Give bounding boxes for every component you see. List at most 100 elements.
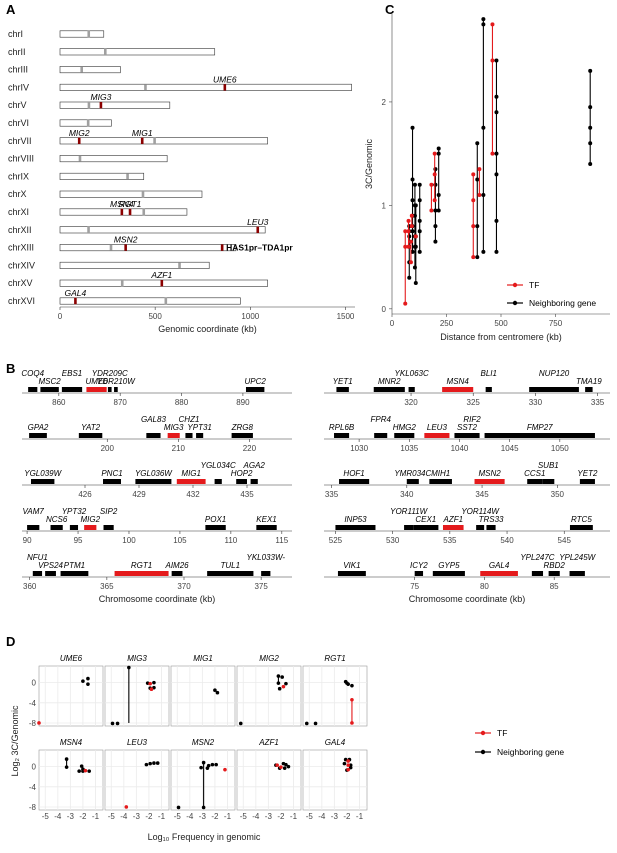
gene-label: NFU1 — [27, 553, 48, 562]
x-tick-label: -4 — [252, 812, 260, 821]
neighbor-point — [199, 765, 203, 770]
x-tick-label: -2 — [277, 812, 285, 821]
facet-panel — [104, 749, 170, 811]
x-tick-label: -3 — [331, 812, 339, 821]
gene-block — [107, 387, 112, 392]
track-tick-label: 435 — [240, 490, 254, 499]
gene-label: HOP2 — [231, 469, 253, 478]
neighbor-point — [277, 686, 282, 691]
neighbor-point — [410, 125, 415, 130]
x-axis-title: Log₁₀ Frequency in genomic — [148, 832, 261, 842]
chromosome-bar — [59, 226, 266, 234]
gene-block — [231, 433, 253, 438]
track-tick-label: 530 — [386, 536, 400, 545]
track-tick-label: 1030 — [350, 444, 368, 453]
gene-block — [374, 433, 388, 438]
track-tick-label: 1045 — [501, 444, 519, 453]
track-tick-label: 95 — [74, 536, 83, 545]
x-axis-title: Genomic coordinate (kb) — [158, 324, 257, 334]
legend-neighbor-point — [480, 749, 486, 755]
track-tick-label: 535 — [443, 536, 457, 545]
neighbor-point — [346, 682, 350, 686]
chromosome-bar — [59, 155, 168, 163]
neighbor-point — [481, 22, 486, 27]
gene-block — [31, 479, 55, 484]
track-tick-label: 880 — [175, 398, 189, 407]
tf-point — [490, 22, 495, 27]
facet-strip-label: AZF1 — [258, 738, 279, 747]
gene-label: YKL033W- — [246, 553, 285, 562]
facet-strip-label: MIG1 — [193, 654, 213, 663]
gene-label: SUB1 — [538, 461, 559, 470]
track-tick-label: 85 — [550, 582, 559, 591]
legend-neighbor-point — [512, 300, 518, 306]
chromosome-label: chrVI — [8, 118, 29, 128]
neighbor-point — [410, 177, 415, 182]
gene-label: YGL039W — [24, 469, 62, 478]
neighbor-point — [481, 193, 486, 198]
chromosome-bar — [59, 83, 352, 91]
gene-label: YAT2 — [81, 423, 101, 432]
chromosome-label: chrII — [8, 47, 26, 57]
neighbor-point — [276, 674, 281, 678]
x-tick-label: -5 — [306, 812, 314, 821]
gene-block — [373, 387, 405, 392]
chromosome-bar — [59, 208, 188, 216]
gene-block — [424, 433, 450, 438]
x-axis-title: Distance from centromere (kb) — [440, 332, 562, 342]
gene-block — [45, 571, 56, 576]
neighbor-point — [417, 218, 422, 223]
tf-point — [275, 763, 279, 767]
tf-point — [477, 167, 482, 172]
track-tick-label: 325 — [467, 398, 481, 407]
gene-block — [40, 387, 59, 392]
gene-label: MIG1 — [181, 469, 201, 478]
gene-block — [432, 571, 465, 576]
x-tick-label: 0 — [58, 312, 63, 321]
centromere-mark — [164, 297, 168, 305]
x-tick-label: -5 — [108, 812, 116, 821]
facet-panel — [38, 749, 104, 811]
neighbor-point — [475, 224, 480, 229]
gene-label: FPR4 — [370, 415, 391, 424]
track-tick-label: 200 — [101, 444, 115, 453]
locus-marker — [99, 102, 103, 109]
x-axis-title: Chromosome coordinate (kb) — [99, 594, 216, 604]
gene-label: UPC2 — [245, 377, 267, 386]
gene-label: YDR209C — [92, 369, 128, 378]
facet-strip-label: RGT1 — [324, 654, 345, 663]
neighbor-point — [413, 280, 418, 285]
gene-block — [442, 387, 474, 392]
tf-point — [350, 697, 354, 702]
tf-point — [408, 260, 413, 265]
gene-block — [454, 433, 480, 438]
gene-block — [394, 433, 415, 438]
gene-label: UME6 — [85, 377, 108, 386]
facet-panel — [38, 665, 104, 727]
neighbor-point — [436, 193, 441, 198]
gene-label: YPT32 — [62, 507, 87, 516]
y-tick-label: 0 — [32, 679, 37, 688]
gene-block — [256, 525, 277, 530]
gene-label: KEX1 — [256, 515, 276, 524]
locus-label: MSN2 — [114, 235, 138, 245]
chromosome-bar — [59, 297, 241, 305]
locus-marker — [220, 244, 224, 251]
tf-point — [432, 172, 437, 177]
gene-block — [408, 387, 415, 392]
neighbor-point — [412, 182, 417, 187]
track-tick-label: 1035 — [400, 444, 418, 453]
tf-point — [148, 681, 152, 686]
gene-label: GAL4 — [489, 561, 510, 570]
neighbor-point — [494, 249, 499, 254]
tf-point — [346, 767, 350, 772]
gene-label: PNC1 — [101, 469, 122, 478]
gene-label: BLI1 — [481, 369, 497, 378]
gene-label: MIH1 — [431, 469, 450, 478]
track-tick-label: 545 — [558, 536, 572, 545]
tf-point — [279, 765, 283, 769]
centromere-mark — [178, 262, 181, 269]
gene-block — [135, 479, 172, 484]
neighbor-point — [87, 769, 91, 773]
locus-label: MIG3 — [91, 92, 112, 102]
